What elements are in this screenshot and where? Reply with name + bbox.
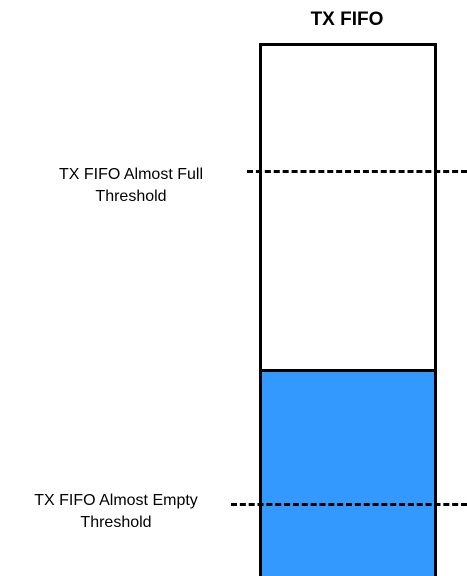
almost-empty-label-line2: Threshold (80, 514, 152, 531)
fifo-fill-level (262, 369, 434, 576)
fifo-buffer (259, 43, 437, 576)
almost-empty-label-line1: TX FIFO Almost Empty (34, 492, 198, 509)
almost-empty-threshold-label: TX FIFO Almost Empty Threshold (6, 490, 226, 534)
almost-full-threshold-line (247, 170, 467, 173)
fill-level-edge (262, 369, 434, 373)
almost-full-threshold-label: TX FIFO Almost Full Threshold (20, 164, 242, 208)
fifo-title: TX FIFO (310, 9, 384, 30)
almost-empty-threshold-line (231, 503, 467, 506)
almost-full-label-line2: Threshold (95, 188, 167, 205)
almost-full-label-line1: TX FIFO Almost Full (58, 166, 203, 183)
